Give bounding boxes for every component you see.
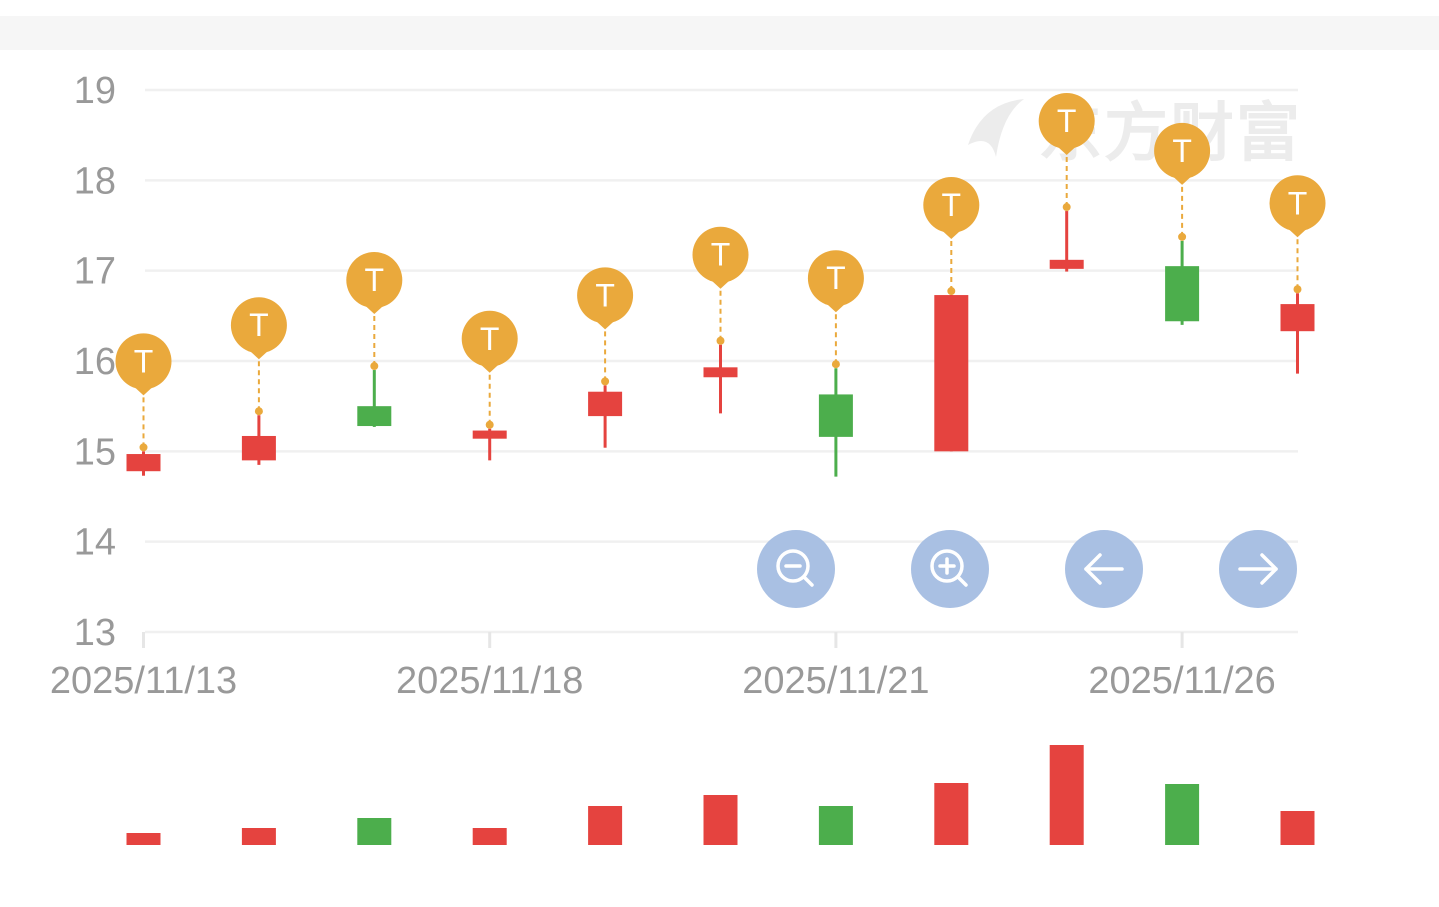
- volume-bar: [357, 818, 392, 845]
- volume-bar: [588, 806, 623, 845]
- brand-logo-icon: [968, 99, 1024, 157]
- y-tick-label: 19: [74, 70, 116, 112]
- marker-label: T: [134, 343, 154, 379]
- volume-bar: [934, 783, 969, 845]
- arrow-left-icon: [1084, 553, 1124, 585]
- marker-pin-head: [807, 250, 864, 307]
- volume-bar: [818, 806, 853, 845]
- candle: T: [1269, 175, 1326, 374]
- y-tick-label: 17: [74, 251, 116, 293]
- marker-pin-head: [346, 252, 403, 309]
- top-bar: [0, 16, 1439, 50]
- candle: T: [692, 226, 749, 414]
- marker-pin-head: [461, 310, 518, 367]
- marker-anchor-dot: [1062, 203, 1071, 212]
- candle-body: [126, 454, 161, 472]
- y-tick-label: 13: [74, 612, 116, 654]
- scroll-right-button[interactable]: [1219, 530, 1297, 608]
- marker-anchor-dot: [1178, 232, 1187, 241]
- marker-anchor-dot: [1293, 285, 1302, 294]
- zoom-in-icon: [930, 549, 968, 587]
- candle: T: [115, 333, 172, 476]
- x-tick-label: 2025/11/26: [1088, 660, 1275, 702]
- candle: T: [1154, 122, 1211, 325]
- volume-bar: [241, 828, 276, 845]
- marker-pin-head: [1269, 175, 1326, 232]
- volume-bar: [703, 795, 738, 845]
- candle-body: [818, 394, 853, 437]
- marker-label: T: [1288, 185, 1308, 221]
- marker-pin-head: [692, 226, 749, 283]
- candle: T: [1038, 93, 1095, 272]
- zoom-in-button[interactable]: [911, 530, 989, 608]
- zoom-out-icon: [776, 549, 814, 587]
- y-tick-label: 14: [74, 522, 116, 564]
- candle-body: [934, 295, 969, 452]
- marker-label: T: [711, 237, 731, 273]
- candle-body: [1049, 259, 1084, 269]
- marker-anchor-dot: [139, 443, 148, 452]
- y-tick-label: 15: [74, 431, 116, 473]
- marker-anchor-dot: [370, 362, 379, 371]
- volume-bar: [1280, 811, 1315, 845]
- candle: T: [807, 250, 864, 477]
- candle: T: [923, 177, 980, 452]
- x-tick-label: 2025/11/18: [396, 660, 583, 702]
- x-tick-label: 2025/11/13: [50, 660, 237, 702]
- candle-body: [1165, 266, 1200, 322]
- marker-label: T: [365, 262, 385, 298]
- volume-bar: [1049, 745, 1084, 845]
- marker-pin-head: [115, 333, 172, 390]
- candle: T: [230, 297, 287, 465]
- candle-body: [588, 391, 623, 417]
- y-tick-label: 16: [74, 341, 116, 383]
- volume-bar: [1165, 784, 1200, 845]
- x-tick-label: 2025/11/21: [742, 660, 929, 702]
- marker-label: T: [480, 321, 500, 357]
- marker-anchor-dot: [485, 420, 494, 429]
- marker-anchor-dot: [947, 287, 956, 296]
- candle: T: [461, 310, 518, 461]
- marker-label: T: [942, 187, 962, 223]
- candle-body: [472, 430, 507, 439]
- marker-label: T: [595, 277, 615, 313]
- marker-anchor-dot: [716, 336, 725, 345]
- marker-pin-head: [923, 177, 980, 234]
- candle-body: [357, 406, 392, 427]
- marker-label: T: [826, 260, 846, 296]
- y-tick-label: 18: [74, 160, 116, 202]
- marker-pin-head: [230, 297, 287, 354]
- marker-anchor-dot: [254, 407, 263, 416]
- marker-pin-head: [577, 267, 634, 324]
- marker-label: T: [1172, 133, 1192, 169]
- arrow-right-icon: [1238, 553, 1278, 585]
- marker-anchor-dot: [831, 360, 840, 369]
- marker-pin-head: [1038, 93, 1095, 150]
- marker-anchor-dot: [601, 377, 610, 386]
- marker-label: T: [249, 307, 269, 343]
- volume-bar: [472, 828, 507, 845]
- candle: T: [346, 252, 403, 427]
- zoom-out-button[interactable]: [757, 530, 835, 608]
- candle: T: [577, 267, 634, 448]
- candle-body: [1280, 304, 1315, 332]
- candle-body: [241, 435, 276, 461]
- scroll-left-button[interactable]: [1065, 530, 1143, 608]
- volume-bar: [126, 833, 161, 845]
- marker-pin-head: [1154, 122, 1211, 179]
- candle-body: [703, 367, 738, 378]
- marker-label: T: [1057, 103, 1077, 139]
